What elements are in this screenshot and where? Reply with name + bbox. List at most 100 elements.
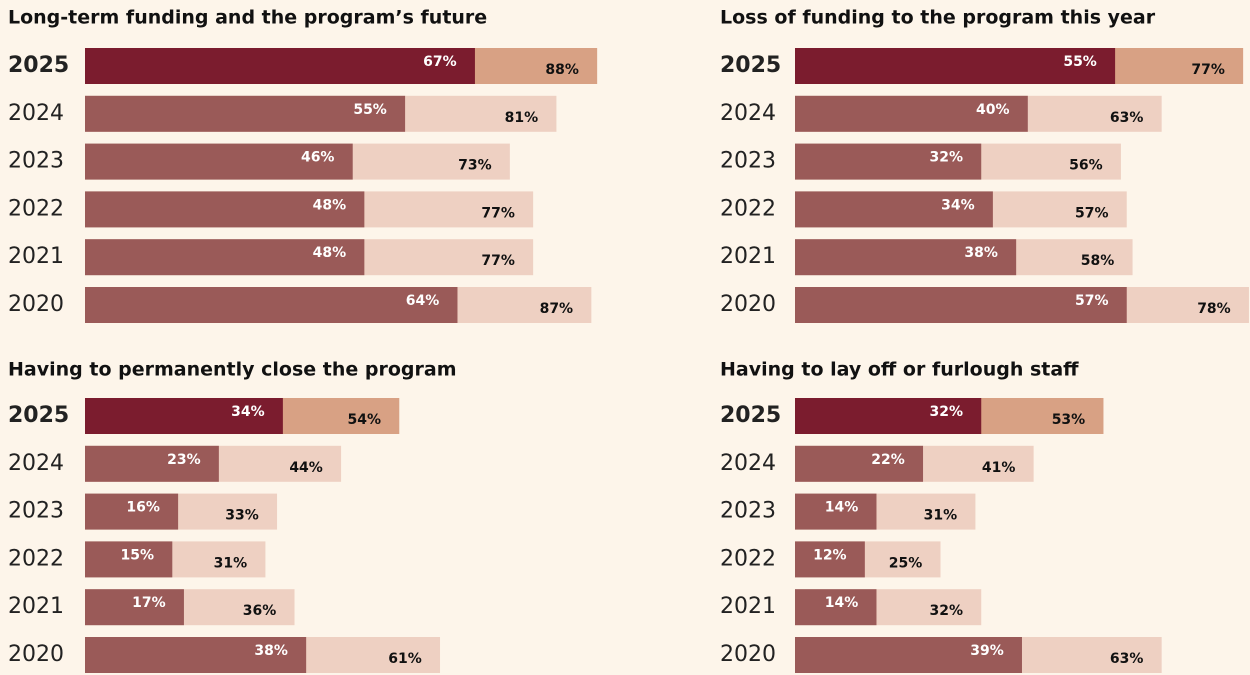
category-label: 2021 [720, 244, 776, 269]
category-label: 2024 [720, 101, 776, 126]
bar [85, 541, 173, 578]
bar [795, 287, 1127, 323]
category-label: 2020 [8, 292, 64, 317]
value-label: 61% [388, 651, 422, 667]
bar [85, 493, 179, 530]
bar [795, 191, 993, 228]
category-label: 2025 [720, 53, 781, 78]
chart-title: Long-term funding and the program’s futu… [8, 7, 487, 29]
value-label: 32% [929, 150, 963, 166]
bar [795, 143, 982, 180]
value-label: 38% [964, 245, 998, 261]
bar [795, 48, 1116, 84]
value-label: 31% [924, 508, 958, 524]
value-label: 77% [1191, 62, 1225, 78]
chart-title: Having to lay off or furlough staff [720, 359, 1079, 381]
value-label: 46% [301, 150, 335, 166]
bar [85, 287, 458, 323]
value-label: 77% [481, 205, 515, 221]
value-label: 39% [970, 643, 1004, 659]
value-label: 12% [813, 547, 847, 563]
value-label: 34% [941, 197, 975, 213]
value-label: 67% [423, 54, 457, 70]
value-label: 32% [929, 404, 963, 420]
category-label: 2024 [8, 101, 64, 126]
category-label: 2023 [720, 499, 776, 524]
category-label: 2023 [8, 149, 64, 174]
value-label: 14% [825, 500, 859, 516]
bar [85, 239, 365, 276]
bar [795, 589, 877, 626]
value-label: 22% [871, 452, 905, 468]
bar [795, 398, 982, 434]
value-label: 53% [1052, 412, 1086, 428]
value-label: 40% [976, 102, 1010, 118]
bar [85, 143, 353, 180]
value-label: 34% [231, 404, 265, 420]
value-label: 41% [982, 460, 1016, 476]
bar [795, 239, 1017, 276]
value-label: 48% [313, 245, 347, 261]
bar [85, 48, 475, 84]
category-label: 2025 [720, 403, 781, 428]
bar [85, 191, 365, 228]
value-label: 77% [481, 253, 515, 269]
value-label: 16% [126, 500, 160, 516]
chart-title: Having to permanently close the program [8, 359, 457, 381]
value-label: 56% [1069, 158, 1103, 174]
bar [85, 637, 307, 673]
bar [85, 95, 406, 132]
value-label: 32% [929, 603, 963, 619]
value-label: 36% [243, 603, 277, 619]
category-label: 2020 [8, 642, 64, 667]
value-label: 55% [353, 102, 387, 118]
value-label: 57% [1075, 293, 1109, 309]
value-label: 33% [225, 508, 259, 524]
category-label: 2022 [8, 546, 64, 571]
value-label: 14% [825, 595, 859, 611]
category-label: 2024 [8, 451, 64, 476]
value-label: 57% [1075, 205, 1109, 221]
bar [85, 445, 219, 482]
category-label: 2021 [8, 594, 64, 619]
category-label: 2024 [720, 451, 776, 476]
category-label: 2025 [8, 53, 69, 78]
bar [795, 541, 865, 578]
bar [795, 637, 1022, 673]
category-label: 2025 [8, 403, 69, 428]
value-label: 78% [1197, 301, 1231, 317]
category-label: 2022 [8, 196, 64, 221]
value-label: 15% [121, 547, 155, 563]
value-label: 58% [1081, 253, 1115, 269]
category-label: 2023 [720, 149, 776, 174]
value-label: 23% [167, 452, 201, 468]
category-label: 2022 [720, 196, 776, 221]
value-label: 87% [540, 301, 574, 317]
value-label: 81% [505, 110, 539, 126]
value-label: 44% [289, 460, 323, 476]
category-label: 2022 [720, 546, 776, 571]
bar [795, 95, 1028, 132]
category-label: 2020 [720, 292, 776, 317]
value-label: 63% [1110, 651, 1144, 667]
category-label: 2020 [720, 642, 776, 667]
value-label: 48% [313, 197, 347, 213]
value-label: 73% [458, 158, 492, 174]
category-label: 2021 [720, 594, 776, 619]
bar [795, 445, 924, 482]
category-label: 2021 [8, 244, 64, 269]
value-label: 63% [1110, 110, 1144, 126]
value-label: 31% [214, 555, 248, 571]
category-label: 2023 [8, 499, 64, 524]
bar [795, 493, 877, 530]
value-label: 55% [1063, 54, 1097, 70]
bar [85, 398, 283, 434]
bar [85, 589, 184, 626]
value-label: 17% [132, 595, 166, 611]
value-label: 38% [254, 643, 288, 659]
value-label: 25% [889, 555, 923, 571]
value-label: 54% [348, 412, 382, 428]
value-label: 64% [406, 293, 440, 309]
value-label: 88% [545, 62, 579, 78]
